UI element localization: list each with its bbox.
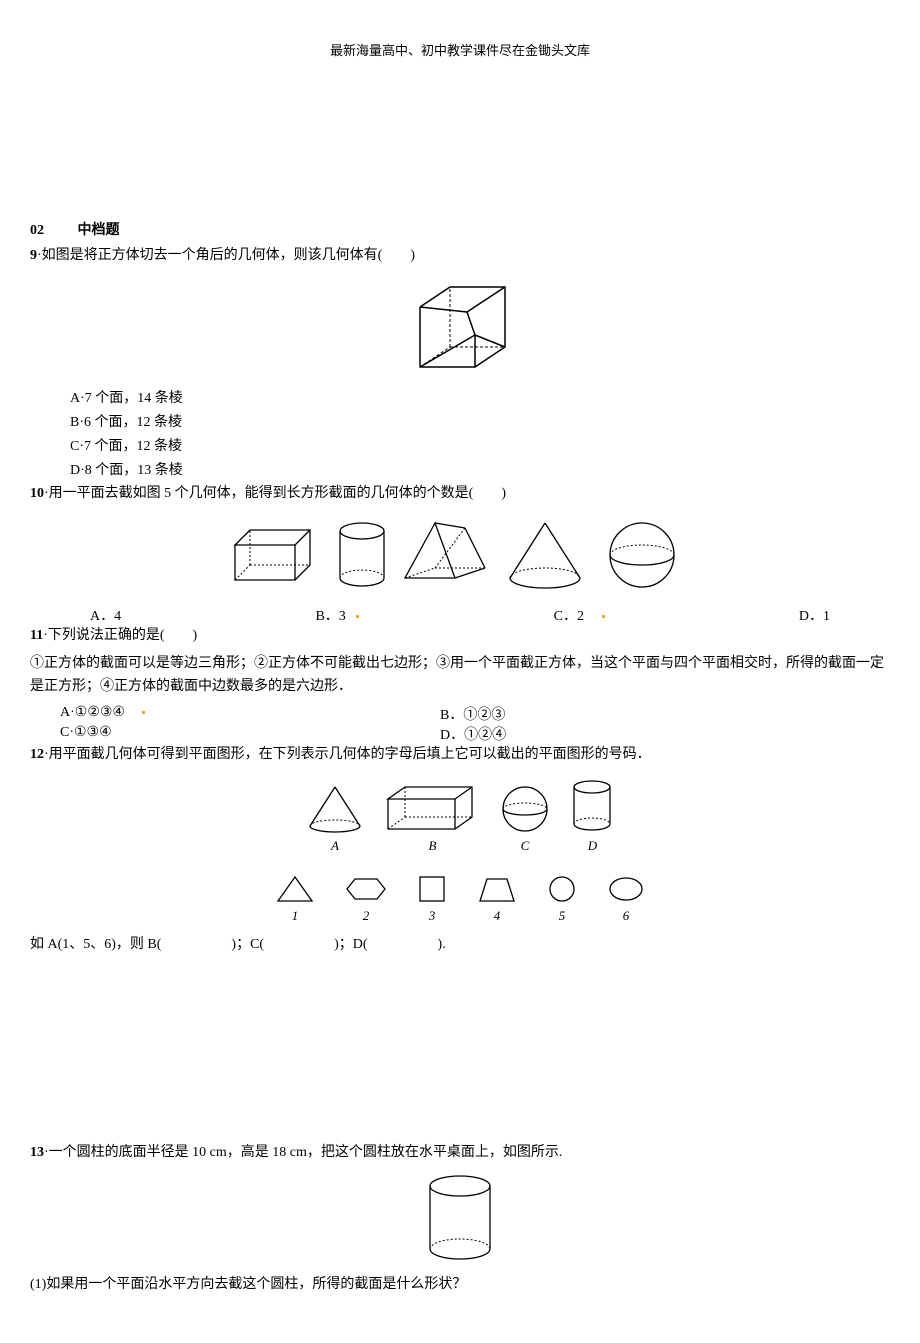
q9-opt-d: D·8 个面，13 条棱 [70,459,890,483]
q13-sub: (1)如果用一个平面沿水平方向去截这个圆柱，所得的截面是什么形状？ [30,1274,890,1296]
accent-dot-icon [602,615,605,618]
q11-options-row2: C·①③④ D．①②④ [30,724,890,744]
shape-1-label: 1 [292,908,299,924]
rectangle-icon [417,874,447,904]
question-13: 13·一个圆柱的底面半径是 10 cm，高是 18 cm，把这个圆柱放在水平桌面… [30,1142,890,1164]
q12-fill: 如 A(1、5、6)，则 B( )；C( )；D( ). [30,934,890,956]
hexagon-icon [345,874,387,904]
shape-3-label: 3 [429,908,436,924]
five-solids-icon [210,515,710,595]
truncated-cube-icon [405,277,515,377]
cylinder-icon [570,779,615,834]
solid-sphere: C [500,784,550,854]
shape-rectangle: 3 [417,874,447,924]
shape-6-label: 6 [623,908,630,924]
q9-opt-b: B·6 个面，12 条棱 [70,411,890,435]
q11-options-row1: A·①②③④ B．①②③ [30,704,890,724]
shape-ellipse: 6 [607,874,645,924]
q9-text: ·如图是将正方体切去一个角后的几何体，则该几何体有( ) [37,248,415,263]
solid-c-label: C [521,838,530,854]
accent-dot-icon [142,711,145,714]
q11-opt-c: C·①③④ [30,724,440,744]
trapezoid-icon [477,874,517,904]
q10-opt-d: D．1 [799,605,830,625]
shape-2-label: 2 [363,908,370,924]
q12-solids-row: A B C D [30,779,890,854]
solid-cylinder: D [570,779,615,854]
q12-number: 12 [30,747,44,762]
q13-figure [30,1174,890,1264]
shape-trapezoid: 4 [477,874,517,924]
section-number: 02 [30,223,44,239]
question-11: 11·下列说法正确的是( ) [30,625,890,647]
solid-cone: A [305,784,365,854]
shape-hexagon: 2 [345,874,387,924]
cone-icon [305,784,365,834]
q11-number: 11 [30,628,43,643]
section-title: 中档题 [78,223,120,238]
ellipse-icon [607,874,645,904]
q13-number: 13 [30,1145,44,1160]
shape-4-label: 4 [494,908,501,924]
q10-text: ·用一平面去截如图 5 个几何体，能得到长方形截面的几何体的个数是( ) [44,486,506,501]
solid-a-label: A [331,838,339,854]
section-header: 02 中档题 [30,219,890,239]
triangle-icon [275,874,315,904]
q10-options: A．4 B．3 C．2 D．1 [30,605,890,625]
q9-options: A·7 个面，14 条棱 B·6 个面，12 条棱 C·7 个面，12 条棱 D… [30,387,890,482]
solid-b-label: B [429,838,437,854]
q10-figure [30,515,890,595]
circle-icon [547,874,577,904]
sphere-icon [500,784,550,834]
shape-circle: 5 [547,874,577,924]
solid-d-label: D [588,838,597,854]
shape-triangle: 1 [275,874,315,924]
q9-opt-c: C·7 个面，12 条棱 [70,435,890,459]
accent-dot-icon [356,615,359,618]
q12-shapes-row: 1 2 3 4 5 6 [30,874,890,924]
question-10: 10·用一平面去截如图 5 个几何体，能得到长方形截面的几何体的个数是( ) [30,483,890,505]
q10-number: 10 [30,486,44,501]
q9-figure [30,277,890,377]
q11-sub: ①正方体的截面可以是等边三角形；②正方体不可能截出七边形；③用一个平面截正方体，… [30,653,890,698]
question-12: 12·用平面截几何体可得到平面图形，在下列表示几何体的字母后填上它可以截出的平面… [30,744,890,766]
q10-opt-b: B．3 [315,605,359,625]
q11-opt-b: B．①②③ [440,704,505,724]
shape-5-label: 5 [559,908,566,924]
q11-opt-a: A·①②③④ [60,705,125,720]
q13-text: ·一个圆柱的底面半径是 10 cm，高是 18 cm，把这个圆柱放在水平桌面上，… [44,1145,562,1160]
q11-text: ·下列说法正确的是( ) [43,628,197,643]
q10-opt-c: C．2 [554,605,605,625]
q9-number: 9 [30,248,37,263]
q12-text: ·用平面截几何体可得到平面图形，在下列表示几何体的字母后填上它可以截出的平面图形… [44,747,651,762]
cylinder-upright-icon [420,1174,500,1264]
solid-cuboid: B [385,784,480,854]
cuboid-icon [385,784,480,834]
page-header: 最新海量高中、初中教学课件尽在金锄头文库 [30,40,890,59]
q11-opt-d: D．①②④ [440,724,506,744]
question-9: 9·如图是将正方体切去一个角后的几何体，则该几何体有( ) [30,245,890,267]
q10-opt-a: A．4 [90,605,121,625]
q9-opt-a: A·7 个面，14 条棱 [70,387,890,411]
